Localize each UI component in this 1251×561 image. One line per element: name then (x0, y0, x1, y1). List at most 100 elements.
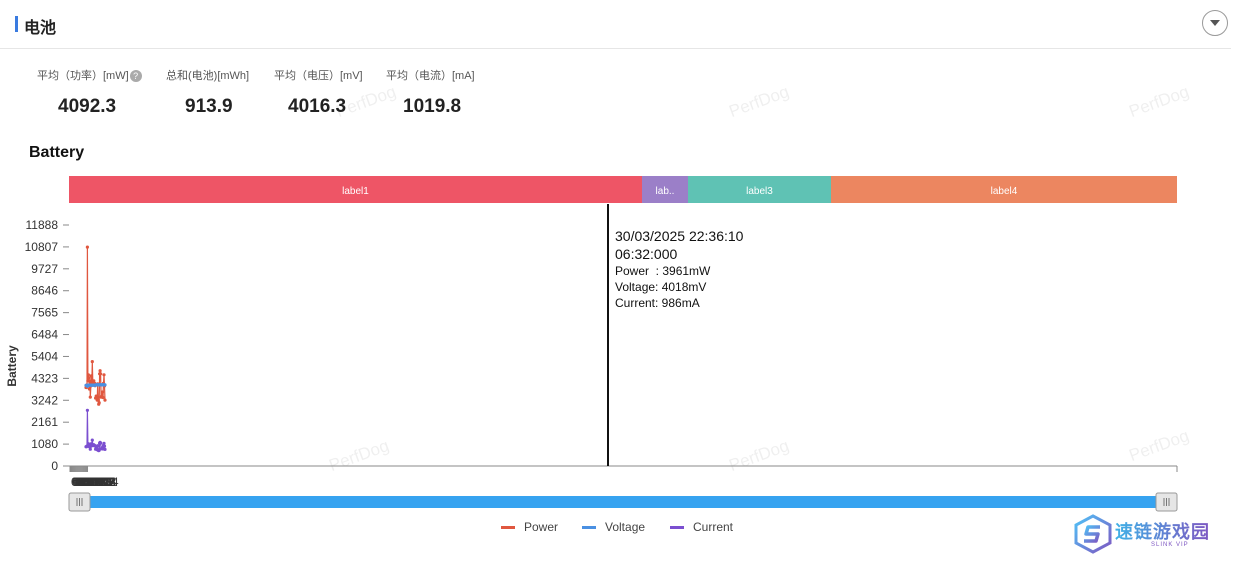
brand-logo: 速链游戏园 SLINK VIP (1073, 514, 1233, 556)
y-tick-label: 0 (51, 459, 58, 473)
legend-item-current[interactable]: Current (670, 520, 733, 534)
battery-chart: label1 lab.. label3 label4 Battery 11888 108… (5, 176, 1178, 512)
y-tick-label: 11888 (26, 218, 59, 232)
label-segments: label1 lab.. label3 label4 (69, 176, 1177, 203)
stat-avg-voltage-value: 4016.3 (288, 96, 347, 117)
legend-item-power[interactable]: Power (501, 520, 558, 534)
data-point-current (93, 444, 97, 448)
x-tick-label: 07:10 (81, 475, 111, 489)
range-slider[interactable] (68, 492, 1178, 512)
stat-avg-current-label: 平均（电流）[mA] (386, 70, 475, 82)
data-point-power (87, 387, 91, 391)
data-point-current (103, 447, 107, 451)
logo-text: 速链游戏园 (1115, 518, 1210, 544)
x-tick-label: 09:19 (84, 475, 114, 489)
x-tick-label: 01:26 (73, 475, 103, 489)
logo-subtext: SLINK VIP (1151, 542, 1189, 548)
y-tick-label: 7565 (31, 306, 58, 320)
stat-avg-power-value: 4092.3 (58, 96, 117, 117)
y-axis-ticks: 11888 10807 9727 8646 7565 6484 5404 4323 3242 21… (25, 218, 69, 473)
data-point-power (99, 372, 103, 376)
x-axis-ticks: 00:0000:4301:2602:0902:5203:3504:1805:01… (69, 466, 1178, 489)
data-point-current (88, 447, 92, 451)
x-tick-label: 02:09 (74, 475, 104, 489)
label-segment-text: label1 (342, 186, 369, 197)
data-point-power (95, 394, 99, 398)
stat-avg-current-value: 1019.8 (403, 96, 462, 117)
data-point-power (96, 398, 100, 402)
x-tick-label: 11:28 (87, 475, 116, 489)
data-point-power (92, 379, 96, 383)
label-segment[interactable] (831, 176, 1177, 203)
y-axis-label: Battery (5, 345, 19, 387)
watermark: PerfDog (333, 81, 399, 122)
data-point-power (90, 360, 94, 364)
x-tick-label: 12:11 (88, 475, 117, 489)
x-tick-label: 00:43 (72, 475, 102, 489)
data-point-current (102, 444, 107, 448)
x-tick-label: 07:53 (82, 475, 112, 489)
label-segment[interactable] (688, 176, 831, 203)
watermark: PerfDog (726, 81, 792, 122)
slider-handle-right[interactable] (1155, 492, 1178, 512)
x-tick-label: 02:52 (75, 475, 105, 489)
x-tick-label: 04:18 (77, 475, 107, 489)
slider-handle-left[interactable] (68, 492, 91, 512)
data-point-power (85, 245, 89, 249)
x-tick-label: 05:44 (79, 475, 109, 489)
tooltip-current: Current: 986mA (615, 296, 700, 310)
tooltip-power: Power : 3961mW (615, 264, 711, 278)
x-tick-label: 12:54 (89, 475, 119, 489)
data-point-power (100, 393, 104, 397)
label-segment-text: label4 (991, 186, 1018, 197)
header-accent-bar (15, 16, 18, 32)
data-point-power (89, 374, 93, 378)
data-point-current (96, 444, 100, 448)
x-tick-label: 00:00 (71, 475, 101, 489)
help-icon[interactable]: ? (129, 70, 142, 83)
label-segment-text: lab.. (656, 186, 675, 197)
slider-range[interactable] (80, 496, 1166, 508)
data-point-power (102, 373, 106, 377)
data-point-power (101, 390, 105, 394)
y-tick-label: 4323 (31, 371, 58, 385)
data-point-power (98, 369, 102, 373)
x-tick-label: 06:27 (80, 475, 110, 489)
y-tick-label: 6484 (31, 328, 58, 342)
stat-total-energy-label: 总和(电池)[mWh] (166, 70, 250, 82)
watermark: PerfDog (1126, 81, 1192, 122)
collapse-button[interactable] (1202, 10, 1228, 36)
chart-title: Battery (29, 144, 85, 161)
tooltip-datetime: 30/03/2025 22:36:10 (615, 228, 744, 244)
chevron-down-icon (1210, 20, 1220, 26)
tooltip-time: 06:32:000 (615, 246, 677, 262)
chart-axes: Battery (5, 345, 1177, 467)
label-segment[interactable] (642, 176, 688, 203)
y-tick-label: 9727 (31, 262, 58, 276)
x-tick-label: 10:02 (85, 475, 115, 489)
tooltip-voltage: Voltage: 4018mV (615, 280, 706, 294)
data-point-power (87, 376, 91, 380)
data-point-power (86, 373, 90, 377)
legend-label: Current (693, 520, 734, 534)
legend-label: Voltage (605, 520, 646, 534)
data-point-power (97, 401, 101, 405)
stat-avg-power-label: 平均（功率）[mW]? (37, 67, 142, 83)
label-segment[interactable] (69, 176, 642, 203)
stat-total-energy-value: 913.9 (185, 96, 233, 117)
y-tick-label: 1080 (31, 437, 58, 451)
data-point-current (90, 438, 94, 442)
data-point-power (88, 395, 92, 399)
legend-item-voltage[interactable]: Voltage (582, 520, 645, 534)
section-title: 电池 (24, 20, 57, 37)
hover-cursor: 30/03/2025 22:36:10 06:32:000 Power : 39… (607, 204, 744, 466)
y-tick-label: 3242 (31, 393, 58, 407)
y-tick-label: 10807 (25, 240, 59, 254)
data-point-voltage (103, 383, 107, 387)
data-point-power (88, 379, 92, 383)
x-tick-label: 03:35 (76, 475, 106, 489)
legend-label: Power (524, 520, 559, 534)
section-header: 电池 (0, 0, 1231, 49)
legend-swatch (670, 526, 684, 530)
data-point-current (99, 441, 103, 445)
